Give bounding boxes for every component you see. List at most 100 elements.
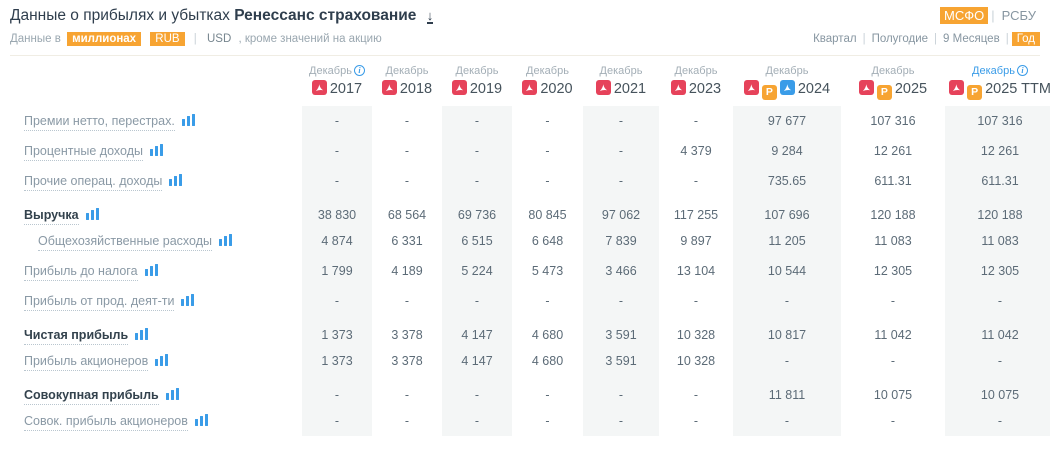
bar-chart-icon[interactable] — [181, 294, 195, 306]
cell-value: 6 331 — [391, 234, 423, 248]
pdf-icon[interactable] — [743, 80, 759, 95]
row-label[interactable]: Совок. прибыль акционеров — [24, 414, 188, 431]
row-label[interactable]: Выручка — [24, 207, 79, 225]
cell-value: 4 680 — [531, 327, 564, 342]
row-label[interactable]: Прибыль акционеров — [24, 354, 149, 371]
row-label-cell: Выручка — [10, 196, 302, 226]
cell-value: - — [583, 166, 659, 196]
column-year-label: 2025 TTM — [985, 81, 1050, 97]
row-label[interactable]: Премии нетто, перестрах. — [24, 114, 175, 131]
cell-value: - — [442, 166, 512, 196]
p-report-icon[interactable]: P — [876, 85, 892, 100]
pdf-icon[interactable] — [595, 80, 611, 95]
cell-value: 11 083 — [945, 226, 1050, 256]
row-label[interactable]: Чистая прибыль — [24, 327, 129, 345]
financials-table: Декабрь i 2017 Декабрь 2018 Декабрь 2019 Декабр… — [10, 56, 1050, 436]
row-label-cell: Чистая прибыль — [10, 316, 302, 346]
column-month-label: Декабрь — [674, 65, 718, 77]
pdf-icon[interactable] — [670, 80, 686, 95]
column-header-2020: Декабрь 2020 — [512, 56, 583, 106]
pdf-icon[interactable] — [311, 80, 327, 95]
pdf-icon[interactable] — [451, 80, 467, 95]
bar-chart-icon[interactable] — [194, 414, 208, 426]
table-row: Процентные доходы - - - - - 4 379 9 284 12 261 12… — [10, 136, 1050, 166]
column-month: Декабрь — [512, 65, 583, 77]
currency-usd-toggle[interactable]: USD — [206, 33, 232, 45]
standard-toggle-мсфо[interactable]: МСФО — [939, 7, 989, 24]
column-yearline: 2021 — [583, 80, 659, 97]
row-label[interactable]: Общехозяйственные расходы — [38, 234, 212, 251]
cell-value: - — [545, 414, 550, 428]
column-month: Декабрь i — [302, 65, 372, 77]
info-icon[interactable]: i — [1016, 65, 1028, 76]
bar-chart-icon[interactable] — [144, 264, 158, 276]
cell-value: 10 075 — [945, 376, 1050, 406]
bar-chart-icon[interactable] — [149, 144, 163, 156]
row-label[interactable]: Процентные доходы — [24, 144, 143, 161]
pdf-icon[interactable] — [949, 80, 965, 95]
download-icon[interactable]: ↓ — [426, 8, 434, 24]
cell-value: - — [404, 144, 410, 158]
currency-rub-toggle[interactable]: RUB — [150, 32, 185, 46]
cell-value: 107 316 — [870, 114, 916, 128]
pdf-icon[interactable] — [381, 80, 397, 95]
period-toggle-2[interactable]: Полугодие — [871, 33, 929, 45]
cell-value: - — [693, 294, 699, 308]
column-year-label: 2025 — [894, 81, 928, 97]
row-label-cell: Совокупная прибыль — [10, 376, 302, 406]
bar-chart-icon[interactable] — [85, 207, 99, 220]
row-label[interactable]: Прибыль до налога — [24, 264, 138, 281]
cell-value: 3 591 — [583, 346, 659, 376]
column-header-2018: Декабрь 2018 — [372, 56, 442, 106]
cell-value: 107 316 — [945, 106, 1050, 136]
column-year-label: 2023 — [688, 81, 722, 97]
cell-value: - — [890, 414, 896, 428]
period-toggle-1[interactable]: Квартал — [813, 33, 857, 45]
bar-chart-icon[interactable] — [218, 234, 232, 246]
column-month: Декабрь — [733, 65, 841, 77]
period-toggle-3[interactable]: 9 Месяцев — [943, 33, 1000, 45]
cell-value: - — [693, 114, 699, 128]
column-year-label: 2019 — [469, 81, 503, 97]
cell-value: - — [302, 136, 372, 166]
standard-toggle-рсбу[interactable]: РСБУ — [1001, 8, 1036, 23]
cell-value: 4 189 — [391, 264, 423, 278]
p-report-icon[interactable]: P — [761, 85, 777, 100]
info-icon[interactable]: i — [353, 65, 365, 76]
cell-value: 11 042 — [945, 316, 1050, 346]
pdf-icon[interactable] — [522, 80, 538, 95]
cell-value: - — [302, 406, 372, 436]
bar-chart-icon[interactable] — [169, 174, 183, 186]
cell-value: - — [302, 166, 372, 196]
units-prefix: Данные в — [10, 33, 61, 45]
bar-chart-icon[interactable] — [165, 387, 179, 400]
pdf-icon[interactable] — [858, 80, 874, 95]
p-report-icon[interactable]: P — [967, 85, 983, 100]
column-yearline: 2017 — [302, 80, 372, 97]
column-header-2021: Декабрь 2021 — [583, 56, 659, 106]
cell-value: 11 205 — [733, 226, 841, 256]
cell-value: 735.65 — [733, 166, 841, 196]
row-label-cell: Совок. прибыль акционеров — [10, 406, 302, 436]
units-million-toggle[interactable]: миллионах — [67, 32, 142, 46]
bar-chart-icon[interactable] — [181, 114, 195, 126]
units-selector: Данные в миллионах RUB | USD , кроме зна… — [10, 32, 382, 46]
cell-value: - — [442, 406, 512, 436]
row-label[interactable]: Прибыль от прод. деят-ти — [24, 294, 175, 311]
row-label[interactable]: Совокупная прибыль — [24, 387, 159, 405]
bar-chart-icon[interactable] — [135, 327, 149, 340]
cell-value: - — [693, 387, 699, 402]
cell-value: - — [545, 144, 550, 158]
cell-value: 38 830 — [302, 196, 372, 226]
doc-icon[interactable] — [779, 80, 795, 95]
period-toggle-4[interactable]: Год — [1011, 32, 1040, 46]
table-row: Чистая прибыль 1 373 3 378 4 147 4 680 3 591 1… — [10, 316, 1050, 346]
row-label[interactable]: Прочие операц. доходы — [24, 174, 163, 191]
column-header-2025-ttm: Декабрь i P 2025 TTM — [945, 56, 1050, 106]
separator: | — [862, 33, 866, 45]
title-prefix: Данные о прибылях и убытках — [10, 7, 230, 24]
cell-value: - — [583, 106, 659, 136]
cell-value: 5 224 — [442, 256, 512, 286]
bar-chart-icon[interactable] — [155, 354, 169, 366]
row-label-cell: Общехозяйственные расходы — [10, 226, 302, 256]
